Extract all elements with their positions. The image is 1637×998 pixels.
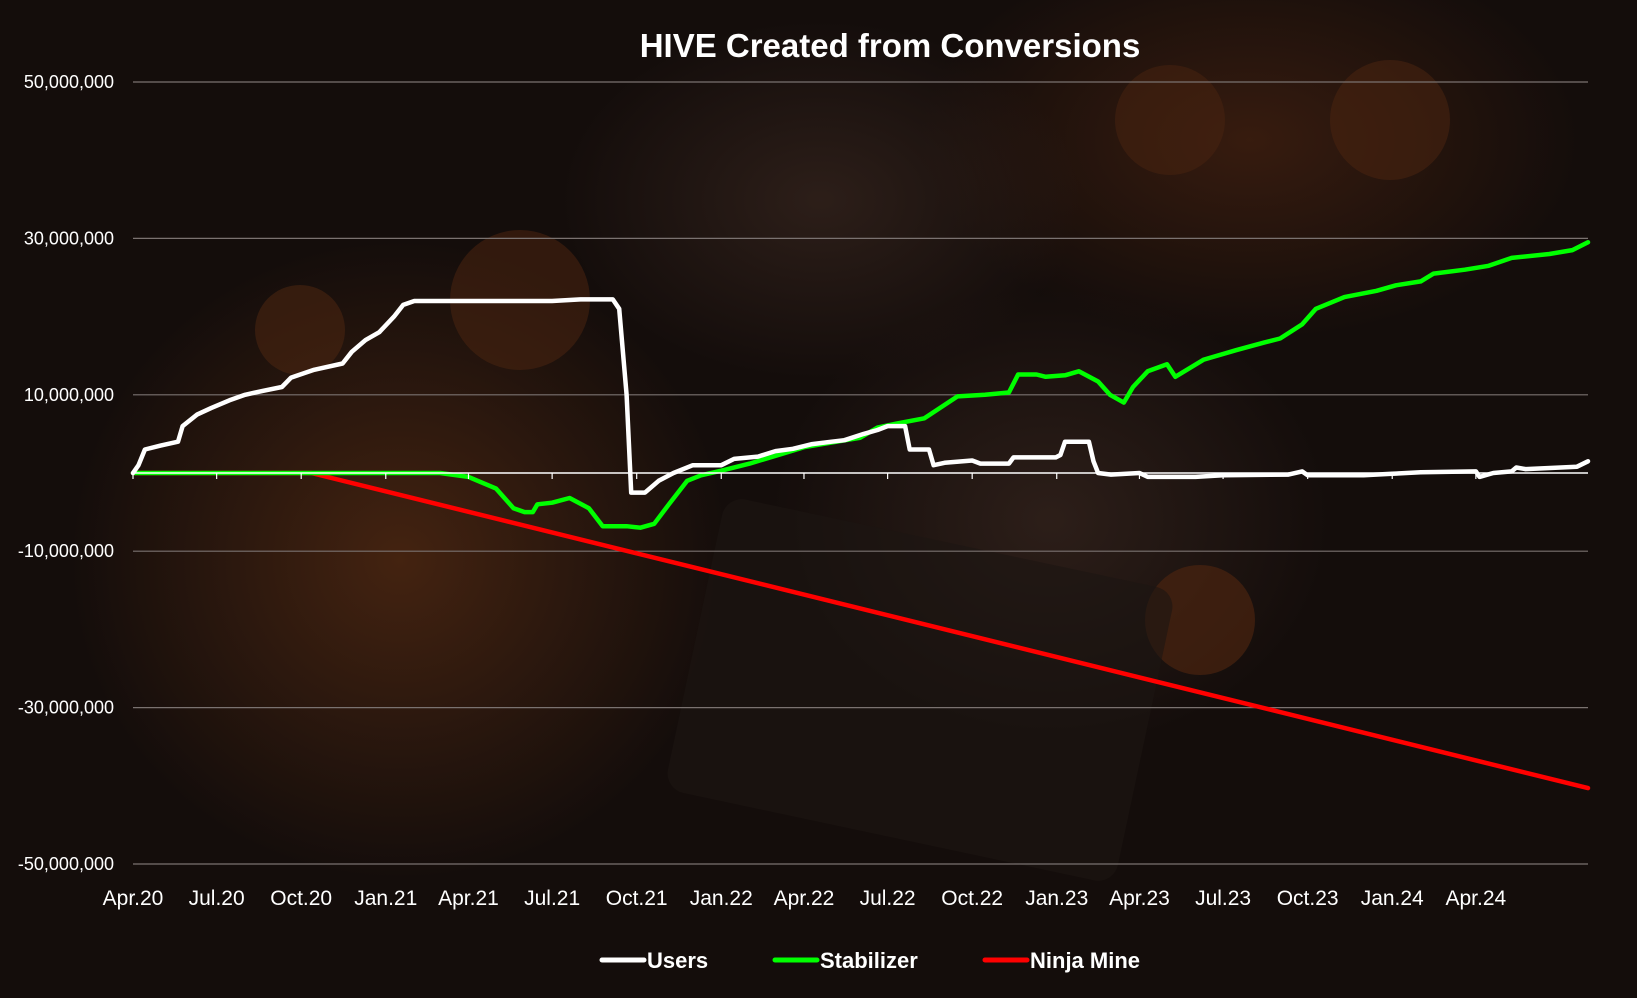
x-tick-label: Apr.24 [1446,887,1507,910]
x-tick-label: Oct.23 [1277,887,1339,910]
x-tick-label: Jul.23 [1195,887,1251,910]
chart-title: HIVE Created from Conversions [640,27,1141,64]
gridlines [133,81,1588,865]
y-tick-label: 50,000,000 [24,72,114,92]
series-line-stabilizer [130,240,1591,530]
x-tick-label: Jan.22 [690,887,753,910]
x-tick-label: Apr.23 [1109,887,1170,910]
x-tick-label: Jul.21 [524,887,580,910]
x-tick-label: Jan.21 [354,887,417,910]
x-tick-label: Jan.23 [1025,887,1088,910]
x-tick-label: Oct.20 [270,887,332,910]
x-tick-label: Jan.24 [1361,887,1424,910]
legend-label: Users [647,948,708,973]
y-tick-label: -50,000,000 [18,854,114,874]
y-tick-label: 10,000,000 [24,385,114,405]
x-tick-label: Apr.21 [438,887,499,910]
x-tick-label: Oct.21 [606,887,668,910]
x-tick-label: Jul.20 [189,887,245,910]
legend-label: Stabilizer [820,948,918,973]
legend-label: Ninja Mine [1030,948,1140,973]
y-tick-label: -30,000,000 [18,698,114,718]
x-tick-label: Oct.22 [941,887,1003,910]
x-axis: Apr.20 Jul.20 Oct.20 Jan.21 Apr.21 Jul.21 Oct.… [103,472,1588,910]
y-tick-label: 30,000,000 [24,228,114,248]
y-tick-label: -10,000,000 [18,541,114,561]
x-tick-label: Jul.22 [860,887,916,910]
legend: Users Stabilizer Ninja Mine [599,948,1140,973]
x-tick-label: Apr.22 [774,887,835,910]
y-axis: 50,000,000 30,000,000 10,000,000 -10,000,00… [18,72,114,874]
x-tick-label: Apr.20 [103,887,164,910]
